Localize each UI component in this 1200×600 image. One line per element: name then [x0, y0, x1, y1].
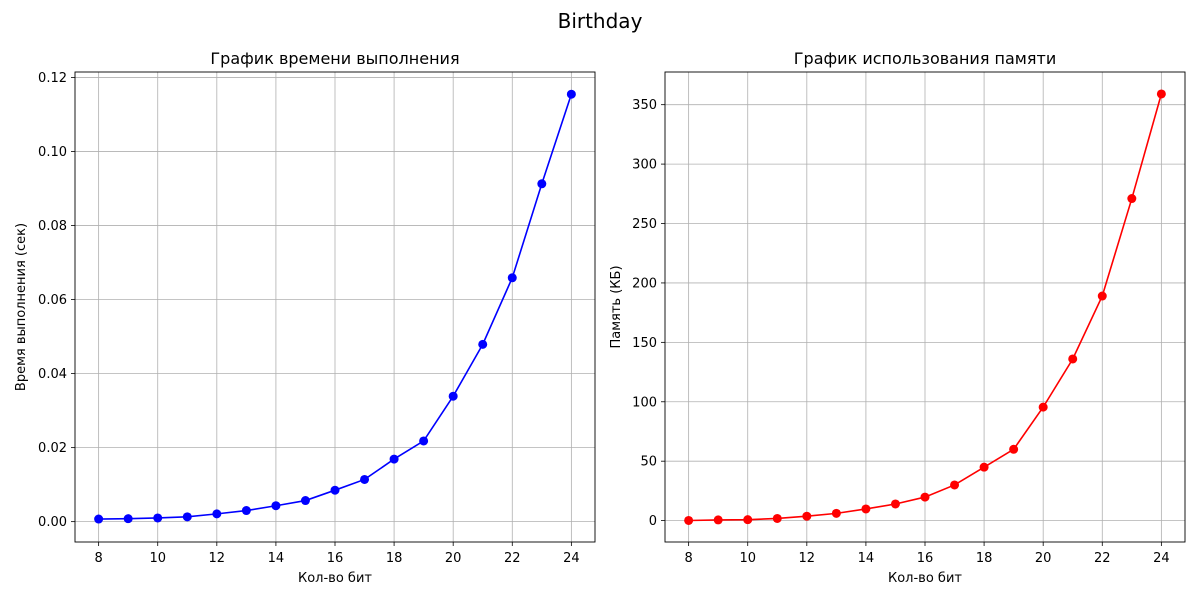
runtime-point-12	[448, 391, 458, 401]
runtime-ytick-label-3: 0.06	[38, 293, 67, 308]
runtime-point-0	[94, 514, 104, 524]
runtime-xtick-label-8: 24	[563, 551, 580, 566]
memory-point-0	[684, 515, 694, 525]
runtime-point-9	[360, 474, 370, 484]
runtime-chart-xlabel: Кол-во бит	[298, 571, 372, 586]
runtime-point-3	[182, 512, 192, 522]
runtime-xtick-label-0: 8	[94, 551, 102, 566]
memory-xtick-label-3: 14	[858, 551, 875, 566]
runtime-xtick-label-2: 12	[209, 551, 226, 566]
memory-chart-ylabel: Память (КБ)	[609, 265, 624, 348]
memory-point-14	[1097, 291, 1107, 301]
memory-xtick-label-0: 8	[684, 551, 692, 566]
runtime-ytick-label-4: 0.08	[38, 219, 67, 234]
memory-point-16	[1156, 89, 1166, 99]
memory-ytick-label-7: 350	[632, 98, 657, 113]
memory-xtick-label-6: 20	[1035, 551, 1052, 566]
runtime-xtick-label-5: 18	[386, 551, 403, 566]
runtime-point-11	[419, 436, 429, 446]
memory-ytick-label-6: 300	[632, 158, 657, 173]
runtime-xtick-label-6: 20	[445, 551, 462, 566]
memory-point-1	[713, 515, 723, 525]
memory-ytick-label-1: 50	[640, 455, 657, 470]
memory-point-3	[772, 513, 782, 523]
memory-xtick-label-1: 10	[739, 551, 756, 566]
memory-point-6	[861, 504, 871, 514]
memory-point-12	[1038, 402, 1048, 412]
memory-point-9	[950, 480, 960, 490]
runtime-point-7	[300, 496, 310, 506]
memory-ytick-label-2: 100	[632, 395, 657, 410]
runtime-point-6	[271, 501, 281, 511]
runtime-ytick-label-6: 0.12	[38, 71, 67, 86]
runtime-ytick-label-0: 0.00	[38, 515, 67, 530]
runtime-point-2	[153, 513, 163, 523]
runtime-point-14	[507, 273, 517, 283]
memory-chart-xlabel: Кол-во бит	[888, 571, 962, 586]
memory-ytick-label-4: 200	[632, 276, 657, 291]
runtime-point-1	[123, 514, 133, 524]
memory-point-4	[802, 511, 812, 521]
memory-axes-frame	[664, 71, 1186, 543]
runtime-xtick-label-4: 16	[327, 551, 344, 566]
runtime-chart-ylabel: Время выполнения (сек)	[14, 223, 29, 391]
memory-xtick-label-5: 18	[976, 551, 993, 566]
runtime-ytick-label-1: 0.02	[38, 441, 67, 456]
runtime-axes-frame	[74, 71, 596, 543]
runtime-point-4	[212, 509, 222, 519]
memory-xtick-label-8: 24	[1153, 551, 1170, 566]
runtime-xtick-label-1: 10	[149, 551, 166, 566]
runtime-point-16	[566, 89, 576, 99]
runtime-point-15	[537, 179, 547, 189]
memory-point-11	[1009, 444, 1019, 454]
memory-chart: График использования памяти Кол-во бит П…	[609, 49, 1186, 586]
runtime-point-5	[241, 506, 251, 516]
memory-point-10	[979, 462, 989, 472]
figure-title: Birthday	[558, 9, 643, 33]
memory-chart-title: График использования памяти	[794, 49, 1056, 68]
memory-ytick-label-3: 150	[632, 336, 657, 351]
memory-ytick-label-0: 0	[649, 514, 657, 529]
runtime-ytick-label-5: 0.10	[38, 145, 67, 160]
runtime-xtick-label-7: 22	[504, 551, 521, 566]
runtime-ytick-label-2: 0.04	[38, 367, 67, 382]
runtime-point-13	[478, 339, 488, 349]
memory-xtick-label-4: 16	[917, 551, 934, 566]
runtime-chart-title: График времени выполнения	[210, 49, 459, 68]
memory-xtick-label-7: 22	[1094, 551, 1111, 566]
memory-point-5	[831, 508, 841, 518]
memory-xtick-label-2: 12	[799, 551, 816, 566]
runtime-chart: График времени выполнения Кол-во бит Вре…	[14, 49, 596, 586]
runtime-point-10	[389, 454, 399, 464]
memory-point-15	[1127, 194, 1137, 204]
memory-ytick-label-5: 250	[632, 217, 657, 232]
memory-point-2	[743, 515, 753, 525]
memory-point-13	[1068, 354, 1078, 364]
runtime-point-8	[330, 485, 340, 495]
memory-point-8	[920, 492, 930, 502]
memory-point-7	[890, 499, 900, 509]
runtime-xtick-label-3: 14	[268, 551, 285, 566]
